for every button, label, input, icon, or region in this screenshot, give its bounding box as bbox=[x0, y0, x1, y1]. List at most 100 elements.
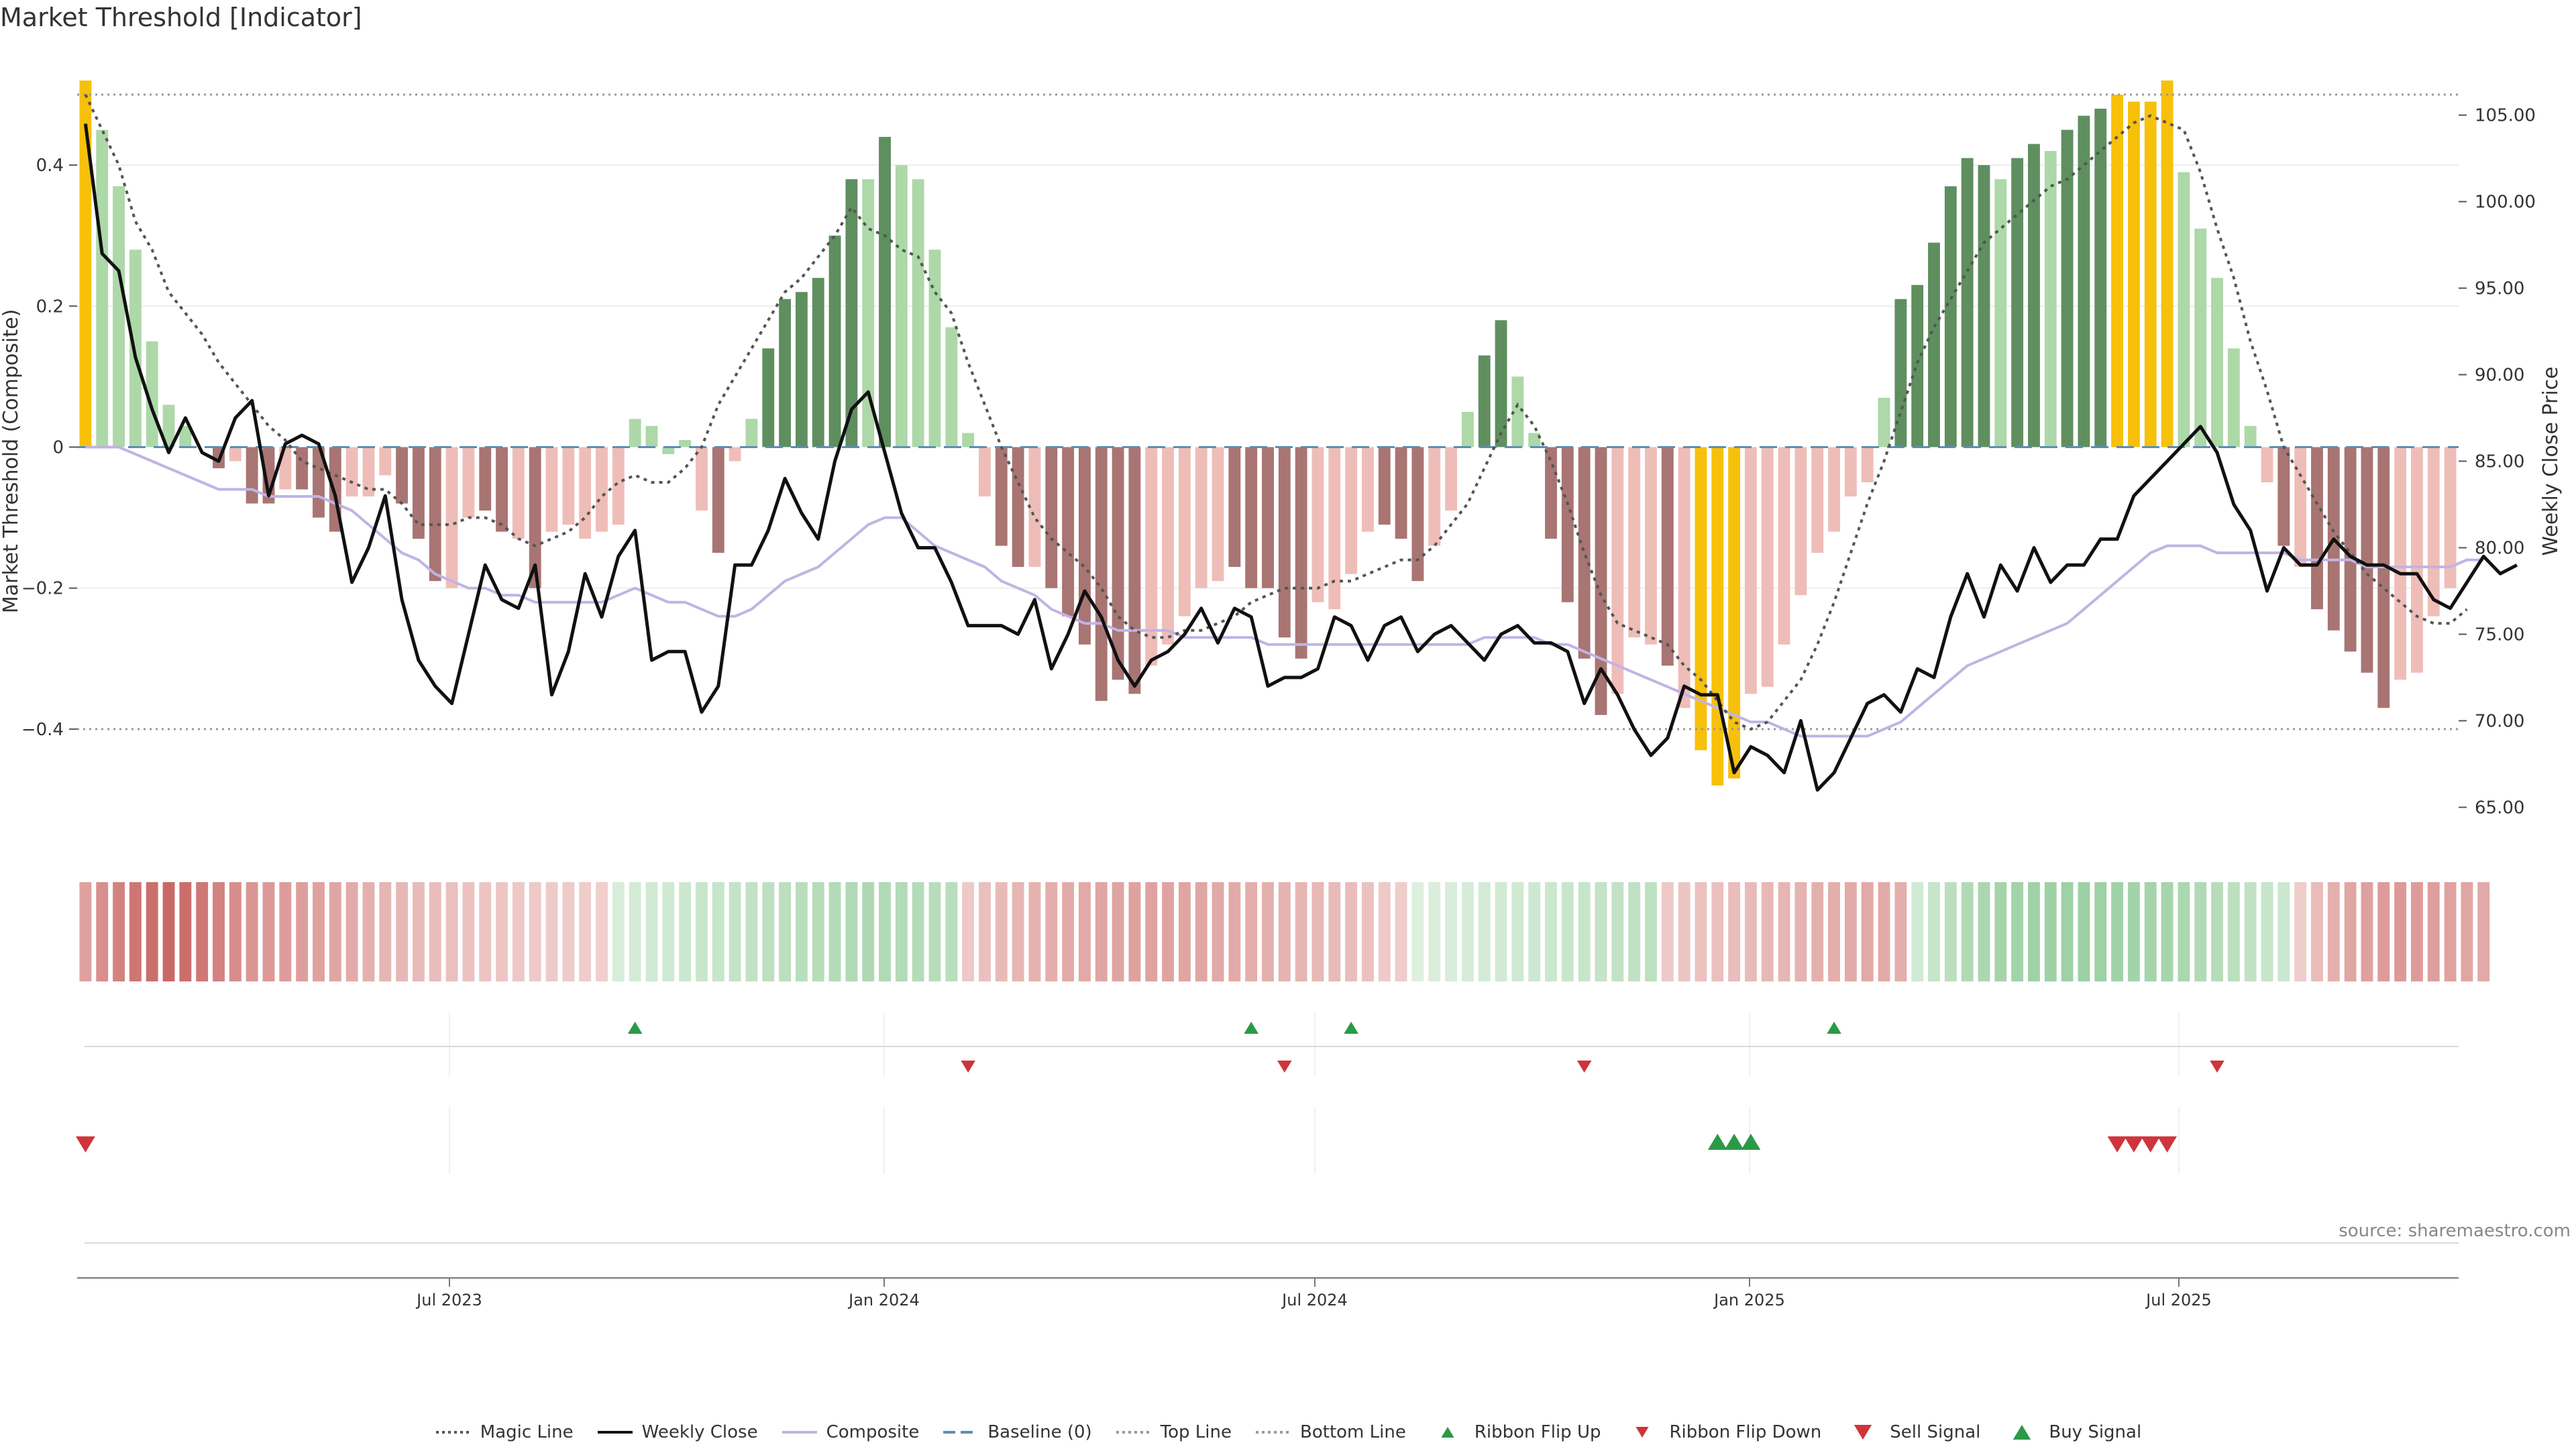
ribbon-flip-down-marker bbox=[2210, 1061, 2224, 1073]
ribbon-cell bbox=[2461, 882, 2473, 981]
composite-bar bbox=[1428, 447, 1441, 546]
composite-bar bbox=[1645, 447, 1657, 645]
composite-bar bbox=[1245, 447, 1258, 588]
source-credit: source: sharemaestro.com bbox=[2339, 1221, 2571, 1241]
ribbon-cell bbox=[2144, 882, 2157, 981]
ribbon-cell bbox=[1278, 882, 1291, 981]
buy-signal-marker bbox=[1741, 1134, 1761, 1150]
legend-item: Sell Signal bbox=[1844, 1422, 1980, 1442]
y2-tick-label: 65.00 bbox=[2475, 798, 2524, 818]
ribbon-cell bbox=[213, 882, 225, 981]
ribbon-cell bbox=[96, 882, 109, 981]
y2-axis-label: Weekly Close Price bbox=[2539, 366, 2563, 555]
ribbon-cell bbox=[712, 882, 724, 981]
ribbon-cell bbox=[762, 882, 775, 981]
ribbon-cell bbox=[1928, 882, 1940, 981]
x-tick-label: Jul 2023 bbox=[415, 1291, 482, 1309]
composite-bar bbox=[995, 447, 1008, 546]
ribbon-cell bbox=[1028, 882, 1041, 981]
composite-bar bbox=[1511, 376, 1524, 447]
composite-bar bbox=[1828, 447, 1840, 532]
composite-bar bbox=[2111, 95, 2124, 447]
ribbon-cell bbox=[2394, 882, 2407, 981]
y-tick-label: 0.2 bbox=[36, 297, 64, 317]
composite-bar bbox=[1661, 447, 1674, 666]
ribbon-cell bbox=[2211, 882, 2223, 981]
ribbon-cell bbox=[928, 882, 941, 981]
composite-bar bbox=[162, 405, 175, 447]
ribbon-cell bbox=[812, 882, 824, 981]
ribbon-cell bbox=[1478, 882, 1491, 981]
ribbon-cell bbox=[729, 882, 741, 981]
composite-bar bbox=[779, 299, 792, 447]
composite-bar bbox=[412, 447, 425, 539]
ribbon-cell bbox=[745, 882, 758, 981]
composite-bar bbox=[462, 447, 475, 518]
composite-bar bbox=[2427, 447, 2440, 616]
ribbon-cell bbox=[662, 882, 675, 981]
ribbon-cell bbox=[1045, 882, 1058, 981]
composite-bar bbox=[1478, 355, 1491, 447]
ribbon-cell bbox=[1328, 882, 1341, 981]
axes: 0.4 0.2 0 −0.2 −0.4 Market Threshold (Composi… bbox=[0, 106, 2563, 818]
composite-bar bbox=[113, 186, 125, 447]
ribbon-cell bbox=[262, 882, 275, 981]
ribbon-cell bbox=[1728, 882, 1741, 981]
composite-bar bbox=[1112, 447, 1124, 680]
composite-bar bbox=[2277, 447, 2290, 546]
composite-bar bbox=[2344, 447, 2357, 652]
y-tick-label: −0.2 bbox=[21, 579, 64, 599]
ribbon-cell bbox=[2277, 882, 2290, 981]
composite-bar bbox=[1262, 447, 1274, 588]
ribbon-cell bbox=[2061, 882, 2074, 981]
ribbon-cell bbox=[979, 882, 991, 981]
composite-bar bbox=[945, 327, 958, 447]
composite-bar bbox=[1395, 447, 1407, 539]
composite-bar bbox=[2061, 129, 2074, 447]
ribbon-cell bbox=[2028, 882, 2040, 981]
composite-bar bbox=[1928, 242, 1940, 447]
ribbon-cell bbox=[345, 882, 358, 981]
legend-label: Weekly Close bbox=[641, 1422, 758, 1442]
y-axis-label: Market Threshold (Composite) bbox=[0, 309, 23, 614]
ribbon-cell bbox=[429, 882, 441, 981]
composite-bar bbox=[2078, 115, 2090, 447]
ribbon-cell bbox=[1811, 882, 1824, 981]
composite-bar bbox=[1978, 165, 1990, 447]
buy-signal-marker bbox=[1707, 1134, 1727, 1150]
composite-bar bbox=[2211, 278, 2223, 447]
composite-bar bbox=[1595, 447, 1607, 715]
ribbon-cell bbox=[1295, 882, 1307, 981]
composite-bar bbox=[679, 439, 692, 447]
ribbon-cell bbox=[2477, 882, 2490, 981]
composite-bar bbox=[1944, 186, 1957, 447]
composite-bar bbox=[229, 447, 241, 462]
ribbon-cell bbox=[2011, 882, 2024, 981]
y-tick-label: 0 bbox=[52, 437, 64, 458]
ribbon-cell bbox=[912, 882, 924, 981]
sell-signal-marker bbox=[2141, 1136, 2161, 1152]
composite-bar bbox=[1761, 447, 1774, 687]
ribbon-cell bbox=[1095, 882, 1108, 981]
ribbon-cell bbox=[512, 882, 525, 981]
ribbon-cell bbox=[529, 882, 541, 981]
composite-bar bbox=[296, 447, 309, 490]
composite-bar bbox=[1844, 447, 1857, 497]
ribbon-cell bbox=[496, 882, 508, 981]
ribbon-cell bbox=[279, 882, 292, 981]
composite-bar bbox=[1411, 447, 1424, 582]
composite-bar bbox=[745, 419, 758, 447]
legend-swatch bbox=[1854, 1425, 1872, 1440]
legend-item: Composite bbox=[781, 1422, 919, 1442]
y-tick-label: 0.4 bbox=[36, 156, 64, 176]
legend-label: Top Line bbox=[1160, 1422, 1232, 1442]
composite-bar bbox=[579, 447, 592, 539]
composite-bar bbox=[1528, 433, 1541, 447]
ribbon-cell bbox=[462, 882, 475, 981]
composite-bar bbox=[629, 419, 641, 447]
ribbon-cell bbox=[1345, 882, 1358, 981]
line-series bbox=[77, 93, 2518, 792]
signal-panels bbox=[76, 1013, 2459, 1244]
legend-label: Buy Signal bbox=[2049, 1422, 2142, 1442]
composite-bar bbox=[2411, 447, 2423, 673]
